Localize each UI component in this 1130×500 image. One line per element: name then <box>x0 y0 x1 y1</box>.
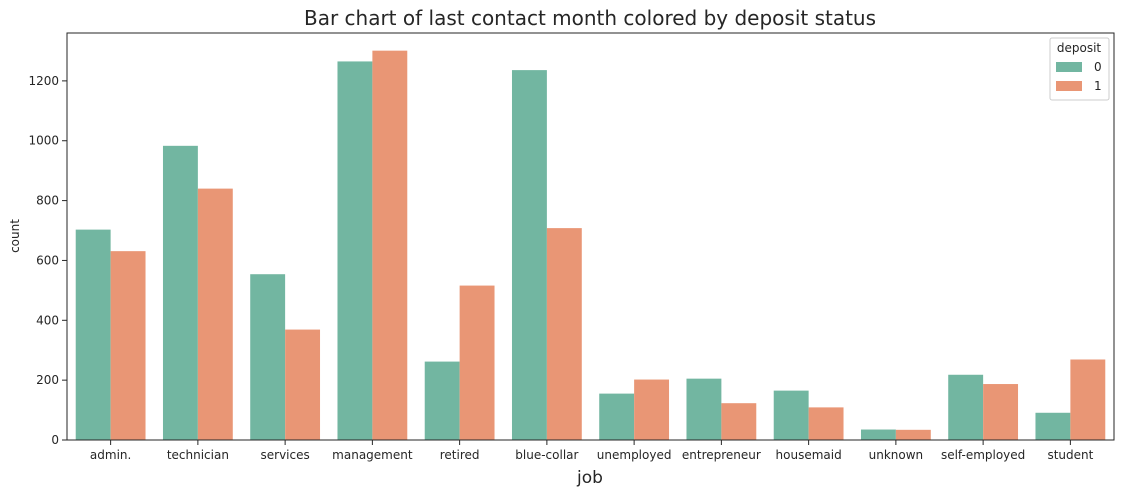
bars-group <box>75 50 1106 441</box>
legend-swatch-0 <box>1056 62 1082 72</box>
x-axis-label: job <box>576 468 603 488</box>
x-tick-label: unemployed <box>597 448 672 462</box>
y-axis: 0 200 400 600 800 1000 1200 <box>28 74 67 447</box>
bar-entrepreneur-deposit-0 <box>686 378 722 440</box>
bar-unemployed-deposit-0 <box>599 393 635 440</box>
plot-frame <box>66 32 1115 441</box>
x-tick-label: entrepreneur <box>682 448 761 462</box>
bar-housemaid-deposit-0 <box>773 390 809 440</box>
legend-label-1: 1 <box>1094 79 1102 93</box>
bar-retired-deposit-0 <box>424 361 460 440</box>
bar-housemaid-deposit-1 <box>808 407 844 440</box>
x-tick-label: services <box>261 448 310 462</box>
y-tick-label: 1200 <box>28 74 59 88</box>
bar-services-deposit-1 <box>285 329 321 440</box>
bar-unknown-deposit-1 <box>895 429 931 440</box>
x-tick-label: retired <box>440 448 480 462</box>
x-tick-label: blue-collar <box>515 448 578 462</box>
bar-student-deposit-1 <box>1070 359 1106 440</box>
x-tick-label: student <box>1047 448 1093 462</box>
x-tick-label: self-employed <box>941 448 1025 462</box>
bar-self-employed-deposit-1 <box>983 384 1019 440</box>
bar-technician-deposit-0 <box>162 145 198 440</box>
y-tick-label: 400 <box>36 313 59 327</box>
y-tick-label: 600 <box>36 253 59 267</box>
bar-unknown-deposit-0 <box>860 429 896 440</box>
x-tick-label: housemaid <box>776 448 842 462</box>
bar-self-employed-deposit-0 <box>948 374 984 440</box>
chart-title: Bar chart of last contact month colored … <box>304 6 876 30</box>
bar-services-deposit-0 <box>250 274 286 440</box>
y-tick-label: 200 <box>36 373 59 387</box>
bar-entrepreneur-deposit-1 <box>721 403 757 440</box>
legend-label-0: 0 <box>1094 60 1102 74</box>
bar-admin-deposit-1 <box>110 251 146 440</box>
bar-blue-collar-deposit-1 <box>546 228 582 440</box>
x-tick-label: admin. <box>90 448 131 462</box>
bar-admin-deposit-0 <box>75 229 111 440</box>
y-axis-label: count <box>8 219 22 253</box>
x-tick-label: unknown <box>869 448 924 462</box>
legend: deposit 0 1 <box>1049 37 1110 101</box>
bar-retired-deposit-1 <box>459 285 495 440</box>
x-tick-label: technician <box>167 448 229 462</box>
x-tick-label: management <box>332 448 413 462</box>
x-axis: admin. technician services management retire… <box>90 440 1094 462</box>
legend-swatch-1 <box>1056 81 1082 91</box>
bar-student-deposit-0 <box>1035 412 1071 440</box>
legend-title: deposit <box>1057 41 1102 55</box>
y-tick-label: 0 <box>51 433 59 447</box>
bar-blue-collar-deposit-0 <box>511 70 547 441</box>
y-tick-label: 800 <box>36 194 59 208</box>
y-tick-label: 1000 <box>28 134 59 148</box>
bar-technician-deposit-1 <box>197 188 233 440</box>
bar-management-deposit-1 <box>372 50 408 440</box>
bar-management-deposit-0 <box>337 61 373 441</box>
bar-unemployed-deposit-1 <box>634 379 670 440</box>
